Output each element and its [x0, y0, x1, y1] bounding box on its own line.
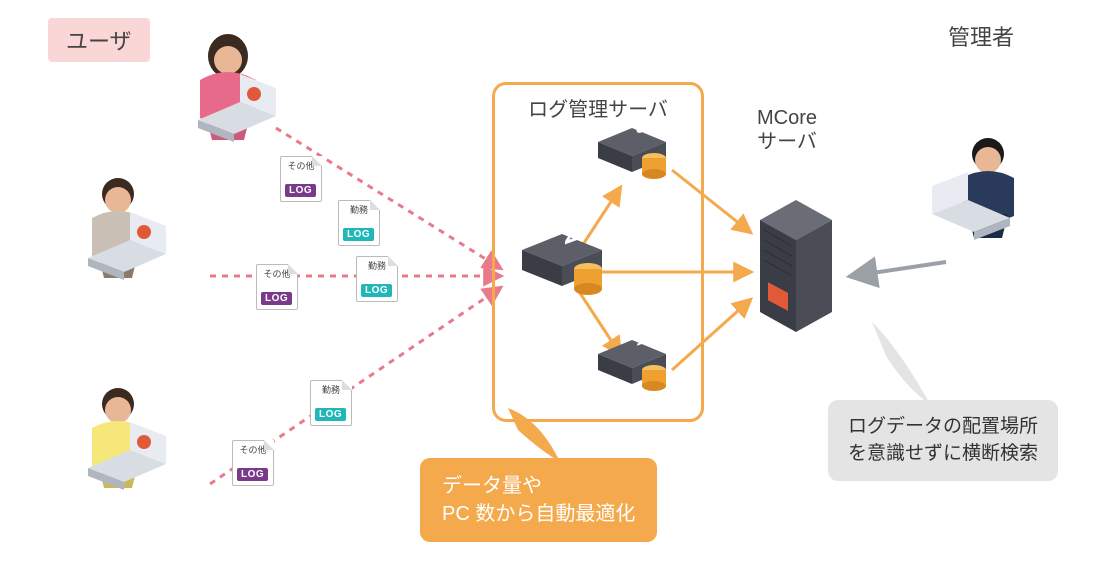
log-server-title: ログ管理サーバ	[509, 93, 687, 122]
logfile-tag: LOG	[237, 468, 268, 481]
logfile-caption: その他	[281, 159, 321, 172]
logfile-tag: LOG	[315, 408, 346, 421]
mcore-line1: MCore	[732, 106, 842, 130]
logfile-caption: 勤務	[357, 259, 397, 272]
user-figure-3	[88, 388, 166, 490]
logfile-other-icon: その他 LOG	[256, 264, 300, 318]
user-figure-2	[88, 178, 166, 280]
callout-auto-optimize: データ量や PC 数から自動最適化	[420, 458, 657, 542]
logfile-work-icon: 勤務 LOG	[310, 380, 354, 434]
logfile-tag: LOG	[285, 184, 316, 197]
logfile-work-icon: 勤務 LOG	[356, 256, 400, 310]
logfile-other-icon: その他 LOG	[232, 440, 276, 494]
logfile-caption: 勤務	[311, 383, 351, 396]
logfile-tag: LOG	[261, 292, 292, 305]
admin-title: 管理者	[948, 20, 1014, 52]
logfile-caption: その他	[233, 443, 273, 456]
logfile-tag: LOG	[361, 284, 392, 297]
user-title: ユーザ	[48, 18, 150, 62]
logfile-tag: LOG	[343, 228, 374, 241]
user-flow-lines	[210, 128, 500, 484]
callout-cross-search: ログデータの配置場所 を意識せずに横断検索	[828, 400, 1058, 481]
mcore-line2: サーバ	[732, 130, 842, 154]
user-figure-1	[198, 34, 276, 142]
logfile-other-icon: その他 LOG	[280, 156, 324, 210]
callout-grey-tail	[872, 322, 930, 404]
admin-query-arrow	[852, 262, 946, 276]
logfile-caption: その他	[257, 267, 297, 280]
admin-figure	[932, 138, 1014, 240]
log-server-box: ログ管理サーバ	[492, 82, 704, 422]
mcore-label: MCore サーバ	[732, 106, 842, 154]
logfile-caption: 勤務	[339, 203, 379, 216]
mcore-server-icon	[760, 200, 832, 332]
logfile-work-icon: 勤務 LOG	[338, 200, 382, 254]
